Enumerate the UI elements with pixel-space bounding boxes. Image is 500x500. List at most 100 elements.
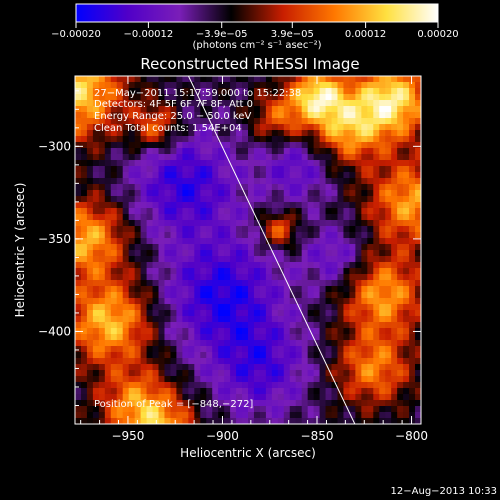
heatmap-cell <box>397 196 404 203</box>
heatmap-cell <box>248 232 255 239</box>
heatmap-cell <box>188 220 195 227</box>
heatmap-cell <box>289 310 297 317</box>
heatmap-cell <box>236 214 243 221</box>
heatmap-cell <box>224 166 231 173</box>
heatmap-cell <box>259 226 267 233</box>
heatmap-cell <box>349 262 356 269</box>
heatmap-cell <box>182 172 189 179</box>
heatmap-cell <box>355 274 362 281</box>
heatmap-image <box>75 76 421 424</box>
heatmap-cell <box>397 76 404 83</box>
heatmap-cell <box>158 376 166 383</box>
heatmap-cell <box>265 88 273 95</box>
heatmap-cell <box>361 172 368 179</box>
heatmap-cell <box>379 178 386 185</box>
heatmap-cell <box>116 220 124 227</box>
heatmap-cell <box>152 370 160 377</box>
heatmap-cell <box>343 316 351 323</box>
heatmap-cell <box>75 202 82 209</box>
heatmap-cell <box>122 172 130 179</box>
heatmap-cell <box>271 340 279 347</box>
heatmap-cell <box>170 130 178 137</box>
heatmap-cell <box>98 286 106 293</box>
heatmap-cell <box>146 376 154 383</box>
heatmap-cell <box>104 382 112 389</box>
heatmap-cell <box>188 352 195 359</box>
heatmap-cell <box>164 256 172 263</box>
heatmap-cell <box>86 208 94 215</box>
heatmap-cell <box>140 106 148 113</box>
heatmap-cell <box>325 388 333 395</box>
heatmap-cell <box>415 334 421 341</box>
heatmap-cell <box>164 364 172 371</box>
heatmap-cell <box>200 388 207 395</box>
heatmap-cell <box>361 382 368 389</box>
heatmap-cell <box>307 316 315 323</box>
heatmap-cell <box>361 214 368 221</box>
heatmap-cell <box>110 166 118 173</box>
heatmap-cell <box>86 238 94 245</box>
heatmap-cell <box>86 214 94 221</box>
heatmap-cell <box>80 154 88 161</box>
heatmap-cell <box>373 124 380 131</box>
heatmap-cell <box>242 262 249 269</box>
heatmap-cell <box>385 190 392 197</box>
heatmap-cell <box>134 328 142 335</box>
heatmap-cell <box>230 250 237 257</box>
heatmap-cell <box>242 244 249 251</box>
heatmap-cell <box>331 286 339 293</box>
heatmap-cell <box>164 358 172 365</box>
heatmap-cell <box>325 202 333 209</box>
heatmap-cell <box>349 178 356 185</box>
heatmap-cell <box>170 388 178 395</box>
heatmap-cell <box>343 364 351 371</box>
heatmap-cell <box>265 268 273 275</box>
heatmap-cell <box>80 322 88 329</box>
heatmap-cell <box>110 130 118 137</box>
heatmap-cell <box>200 118 207 125</box>
heatmap-cell <box>295 340 303 347</box>
heatmap-cell <box>301 172 309 179</box>
heatmap-cell <box>343 232 351 239</box>
heatmap-cell <box>307 250 315 257</box>
heatmap-cell <box>343 334 351 341</box>
heatmap-cell <box>403 244 410 251</box>
heatmap-cell <box>301 178 309 185</box>
heatmap-cell <box>259 118 267 125</box>
heatmap-cell <box>355 352 362 359</box>
heatmap-cell <box>319 112 327 119</box>
y-tick-label: −350 <box>38 232 71 246</box>
heatmap-cell <box>355 148 362 155</box>
heatmap-cell <box>313 298 321 305</box>
heatmap-cell <box>355 220 362 227</box>
heatmap-cell <box>373 76 380 83</box>
heatmap-cell <box>230 418 237 424</box>
heatmap-cell <box>301 376 309 383</box>
heatmap-cell <box>289 202 297 209</box>
heatmap-cell <box>253 334 261 341</box>
heatmap-cell <box>265 364 273 371</box>
heatmap-cell <box>253 298 261 305</box>
heatmap-cell <box>373 202 380 209</box>
heatmap-cell <box>75 316 82 323</box>
heatmap-cell <box>343 214 351 221</box>
heatmap-cell <box>319 256 327 263</box>
heatmap-cell <box>373 190 380 197</box>
heatmap-cell <box>98 304 106 311</box>
heatmap-cell <box>200 244 207 251</box>
heatmap-cell <box>98 310 106 317</box>
heatmap-cell <box>295 88 303 95</box>
heatmap-cell <box>415 118 421 125</box>
heatmap-cell <box>176 352 183 359</box>
heatmap-cell <box>259 298 267 305</box>
heatmap-cell <box>236 292 243 299</box>
heatmap-cell <box>325 304 333 311</box>
heatmap-cell <box>397 322 404 329</box>
heatmap-cell <box>391 334 398 341</box>
heatmap-cell <box>283 352 291 359</box>
heatmap-cell <box>253 394 261 401</box>
heatmap-cell <box>343 322 351 329</box>
heatmap-cell <box>313 358 321 365</box>
heatmap-cell <box>242 226 249 233</box>
heatmap-cell <box>367 364 374 371</box>
